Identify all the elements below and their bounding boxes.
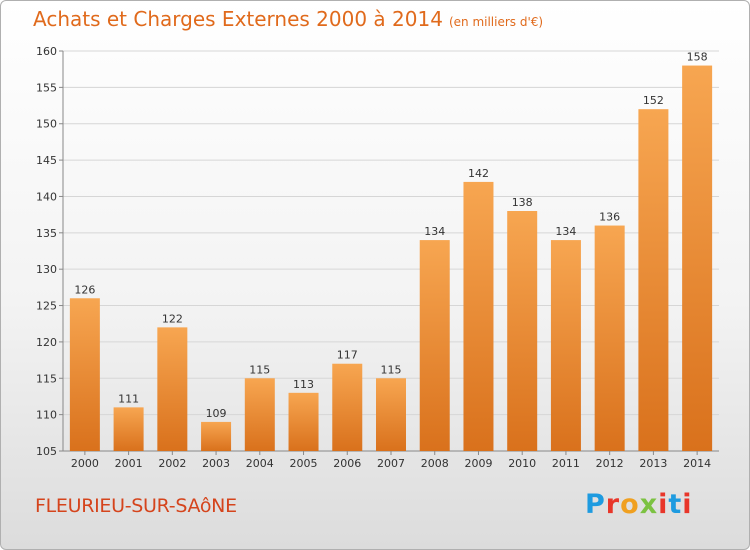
bar-2008 (419, 240, 450, 451)
logo-letter: r (605, 489, 621, 520)
bar-2014 (682, 65, 713, 451)
bar-2010 (507, 211, 538, 451)
chart-title: Achats et Charges Externes 2000 à 2014 (e… (33, 7, 543, 31)
data-label: 134 (555, 225, 576, 238)
y-tick-label: 125 (36, 300, 57, 313)
bar-2002 (157, 327, 188, 451)
data-label: 122 (162, 312, 183, 325)
logo-letter: t (668, 489, 683, 520)
y-tick-label: 145 (36, 154, 57, 167)
data-labels: 126 111 122 109 115 113 117 115 134 142 138 134 136 1… (74, 51, 707, 420)
bar-2009 (463, 181, 494, 451)
y-tick-labels: 105 110 115 120 125 130 135 140 145 150 155 160 (36, 45, 57, 458)
data-label: 113 (293, 378, 314, 391)
logo-letter: i (682, 489, 693, 520)
logo-letter: x (639, 489, 659, 520)
data-label: 115 (381, 363, 402, 376)
data-label: 152 (643, 94, 664, 107)
x-tick-label: 2002 (158, 457, 186, 470)
data-label: 115 (249, 363, 270, 376)
y-tick-label: 160 (36, 45, 57, 58)
x-tick-label: 2008 (421, 457, 449, 470)
y-tick-label: 140 (36, 190, 57, 203)
y-tick-label: 110 (36, 409, 57, 422)
data-label: 158 (687, 51, 708, 64)
logo-letter: P (585, 489, 606, 520)
chart-title-text: Achats et Charges Externes 2000 à 2014 (33, 7, 443, 31)
x-tick-label: 2000 (71, 457, 99, 470)
y-tick-label: 155 (36, 81, 57, 94)
bar-2001 (113, 407, 144, 451)
x-tick-label: 2009 (464, 457, 492, 470)
bar-2011 (550, 240, 581, 451)
x-tick-label: 2005 (290, 457, 318, 470)
x-tick-label: 2011 (552, 457, 580, 470)
x-tick-labels: 2000 2001 2002 2003 2004 2005 2006 2007 2008 2009… (71, 457, 711, 470)
chart-subtitle: (en milliers d'€) (448, 15, 544, 29)
bar-2006 (332, 363, 363, 451)
logo-letter: o (620, 489, 640, 520)
data-label: 138 (512, 196, 533, 209)
bar-2000 (69, 298, 100, 451)
y-tick-label: 115 (36, 372, 57, 385)
x-tick-label: 2010 (508, 457, 536, 470)
bar-2007 (376, 378, 406, 451)
commune-name: FLEURIEU-SUR-SAôNE (35, 495, 237, 517)
data-label: 126 (74, 283, 95, 296)
bar-2003 (201, 421, 232, 451)
data-label: 134 (424, 225, 445, 238)
x-tick-label: 2012 (596, 457, 624, 470)
proxiti-logo[interactable]: Proxiti (585, 489, 693, 520)
x-tick-label: 2007 (377, 457, 405, 470)
data-label: 142 (468, 167, 489, 180)
data-label: 111 (118, 392, 139, 405)
bar-2012 (594, 225, 625, 451)
data-label: 117 (337, 349, 358, 362)
x-tick-label: 2004 (246, 457, 274, 470)
x-tick-label: 2001 (115, 457, 143, 470)
data-label: 136 (599, 211, 620, 224)
bar-2005 (288, 392, 319, 451)
y-tick-label: 120 (36, 336, 57, 349)
logo-letter: i (658, 489, 669, 520)
y-tick-label: 150 (36, 118, 57, 131)
data-label: 109 (206, 407, 227, 420)
bar-2004 (244, 378, 275, 451)
x-tick-label: 2013 (639, 457, 667, 470)
bars (69, 65, 713, 451)
bar-2013 (638, 109, 669, 451)
y-tick-label: 135 (36, 227, 57, 240)
x-tick-label: 2006 (333, 457, 361, 470)
y-tick-label: 130 (36, 263, 57, 276)
x-tick-label: 2014 (683, 457, 711, 470)
y-tick-label: 105 (36, 445, 57, 458)
x-tick-label: 2003 (202, 457, 230, 470)
